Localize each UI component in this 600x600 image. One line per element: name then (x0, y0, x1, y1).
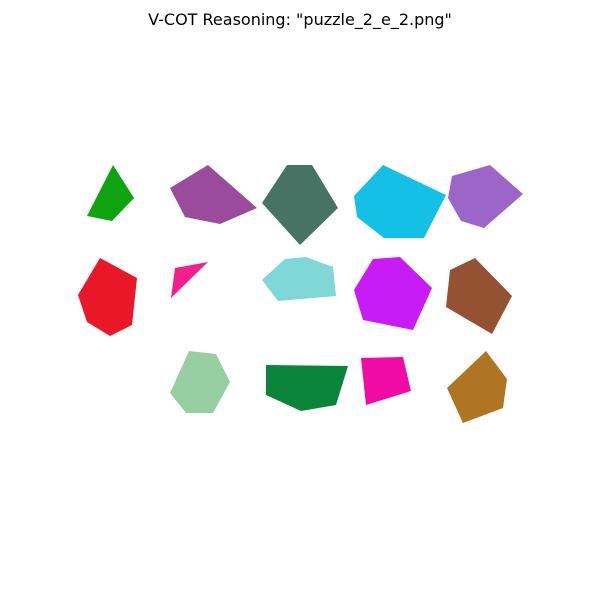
puzzle-piece (170, 351, 230, 413)
puzzle-piece (262, 165, 338, 245)
puzzle-piece (266, 365, 348, 411)
puzzle-piece (448, 165, 523, 228)
puzzle-piece (446, 258, 512, 334)
figure-title: V-COT Reasoning: "puzzle_2_e_2.png" (148, 10, 452, 29)
puzzle-piece (354, 257, 432, 330)
puzzle-piece (354, 165, 446, 238)
puzzle-piece (361, 357, 411, 405)
puzzle-piece (78, 258, 137, 336)
puzzle-piece (170, 165, 257, 224)
puzzle-piece (447, 351, 507, 423)
puzzle-piece (87, 165, 134, 221)
puzzle-piece (262, 257, 336, 301)
puzzle-piece (171, 262, 208, 298)
